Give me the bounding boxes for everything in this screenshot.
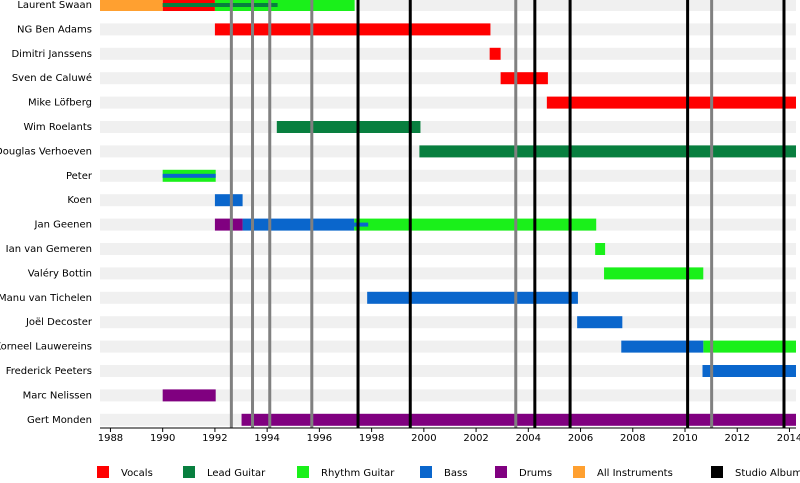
bar: [214, 23, 491, 36]
bar: [241, 413, 796, 426]
legend-swatch: [97, 466, 109, 478]
row-band: [100, 72, 796, 85]
row-band: [100, 243, 796, 255]
row-band: [100, 0, 796, 11]
legend-label: Vocals: [121, 468, 153, 479]
bar: [214, 0, 355, 11]
bar: [703, 340, 796, 353]
bar: [604, 267, 704, 280]
row-label: Peter: [66, 171, 93, 182]
legend-swatch: [711, 466, 723, 478]
row-label: Frederick Peeters: [6, 366, 92, 377]
row-label: NG Ben Adams: [17, 24, 92, 35]
bar: [546, 96, 796, 109]
row-label: Sven de Caluwé: [12, 72, 92, 84]
x-tick-label: 1994: [254, 433, 279, 444]
row-band: [100, 365, 796, 377]
row-label: Jan Geenen: [34, 220, 92, 231]
x-tick-label: 2002: [463, 433, 488, 444]
bar: [702, 365, 796, 377]
bar: [214, 194, 243, 207]
x-tick-label: 1992: [202, 433, 227, 444]
bar: [276, 121, 421, 133]
row-label: Ian van Gemeren: [6, 244, 92, 255]
row-band: [100, 169, 796, 182]
row-label: Dimitri Janssens: [11, 49, 92, 60]
x-tick-label: 2000: [411, 433, 436, 444]
bar: [354, 218, 597, 231]
bar: [500, 72, 548, 85]
x-tick-label: 1990: [150, 433, 175, 444]
row-label: Joël Decoster: [25, 317, 93, 328]
row-label: Wim Roelants: [23, 122, 92, 133]
bar-stripe: [354, 222, 369, 227]
legend-label: Lead Guitar: [207, 468, 266, 479]
legend-label: All Instruments: [597, 468, 673, 479]
row-label: Laurent Swaan: [17, 0, 92, 11]
row-label: Douglas Verhoeven: [0, 146, 92, 157]
legend-label: Studio Albums: [735, 468, 800, 479]
row-band: [100, 316, 796, 329]
row-label: Koen: [67, 195, 92, 206]
bar: [419, 145, 796, 158]
row-band: [100, 121, 796, 133]
row-label: Mike Löfberg: [28, 98, 92, 109]
x-tick-label: 2010: [672, 433, 697, 444]
x-tick-label: 1988: [98, 433, 123, 444]
x-tick-label: 2012: [725, 433, 750, 444]
legend-swatch: [495, 466, 507, 478]
bar: [214, 218, 243, 231]
bar: [367, 291, 578, 304]
legend-label: Rhythm Guitar: [321, 468, 395, 479]
legend-swatch: [573, 466, 585, 478]
x-tick-label: 1998: [359, 433, 384, 444]
row-band: [100, 47, 796, 60]
x-tick-label: 2008: [620, 433, 645, 444]
legend-swatch: [420, 466, 432, 478]
x-tick-label: 2004: [516, 433, 541, 444]
x-tick-label: 1996: [307, 433, 332, 444]
bar-stripe: [162, 3, 278, 7]
row-label: Korneel Lauwereins: [0, 342, 92, 353]
bar: [162, 389, 216, 402]
bar: [621, 340, 704, 353]
bar: [577, 316, 623, 329]
row-band: [100, 389, 796, 402]
bar: [100, 0, 163, 11]
legend-label: Bass: [444, 468, 467, 479]
row-label: Marc Nelissen: [23, 390, 92, 401]
legend-swatch: [183, 466, 195, 478]
x-tick-label: 2014: [777, 433, 800, 444]
bar: [595, 243, 606, 255]
bar: [489, 47, 501, 60]
legend-swatch: [297, 466, 309, 478]
row-label: Valéry Bottin: [28, 267, 92, 279]
x-tick-label: 2006: [568, 433, 593, 444]
row-band: [100, 194, 796, 207]
row-label: Manu van Tichelen: [0, 293, 92, 304]
legend-label: Drums: [519, 468, 552, 479]
bar: [242, 218, 355, 231]
bar-stripe: [162, 173, 216, 178]
row-label: Gert Monden: [27, 415, 92, 426]
